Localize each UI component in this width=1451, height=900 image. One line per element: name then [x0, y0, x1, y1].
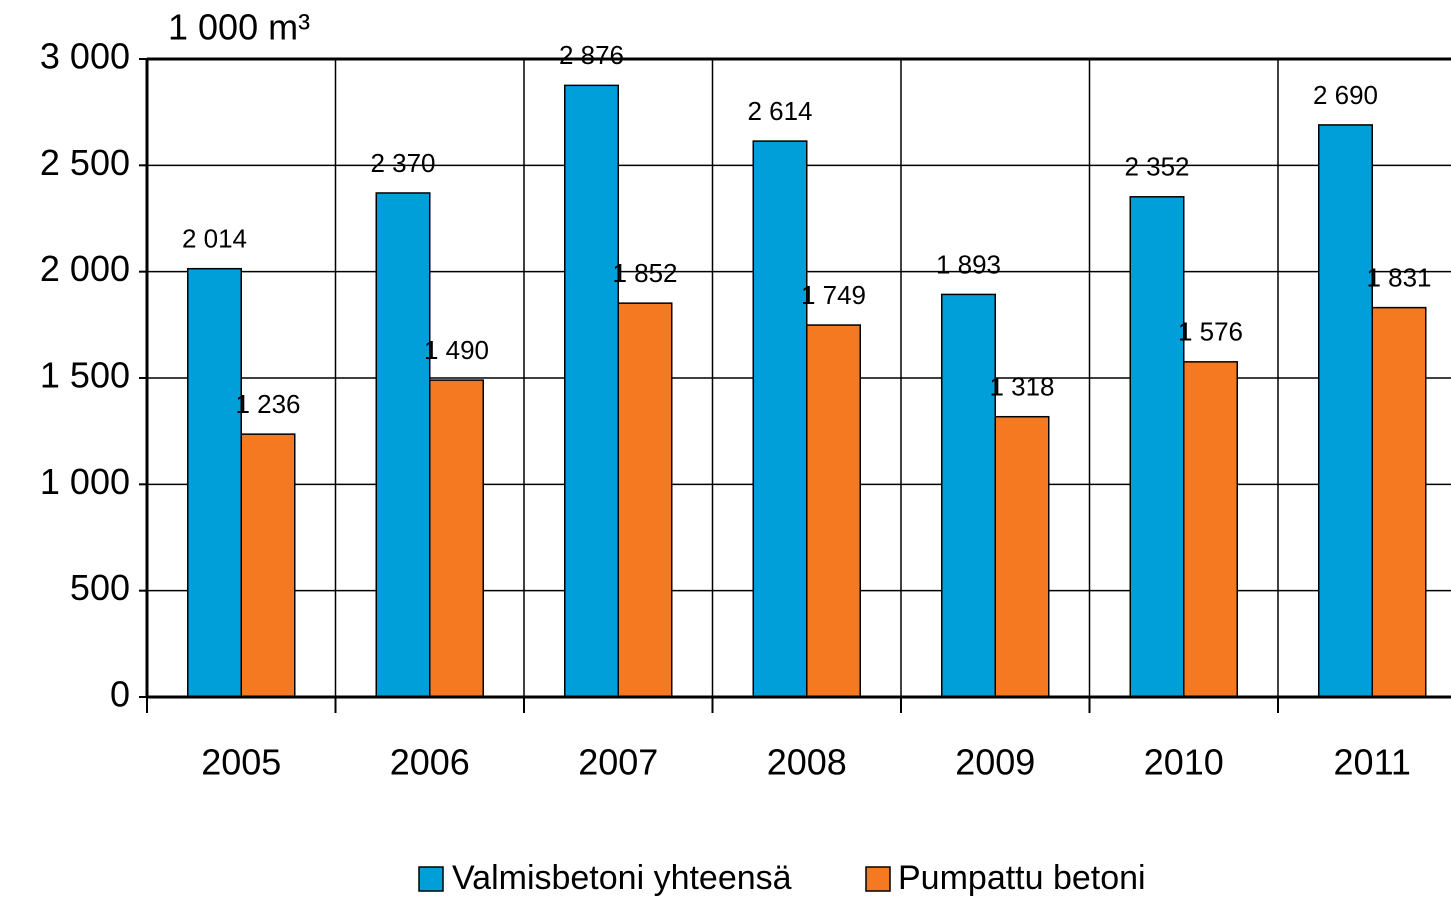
value-label: 1 852: [612, 258, 677, 288]
value-label: 1 576: [1178, 317, 1243, 347]
y-tick-label: 1 500: [40, 355, 130, 396]
value-label: 1 490: [424, 335, 489, 365]
y-axis-label: 1 000 m³: [168, 7, 310, 48]
bar: [941, 293, 996, 698]
x-tick-label: 2008: [767, 742, 847, 783]
y-tick-label: 0: [110, 674, 130, 715]
x-tick-label: 2006: [390, 742, 470, 783]
bar: [375, 192, 431, 698]
value-label: 2 614: [747, 96, 812, 126]
bar: [1318, 124, 1373, 698]
bar: [806, 324, 861, 698]
bar: [429, 379, 484, 698]
value-label: 1 893: [936, 249, 1001, 279]
y-tick-label: 2 000: [40, 248, 130, 289]
value-label: 2 352: [1124, 152, 1189, 182]
value-label: 1 831: [1366, 262, 1431, 292]
legend-label: Valmisbetoni yhteensä: [452, 859, 792, 897]
x-tick-label: 2011: [1334, 742, 1411, 783]
value-label: 2 690: [1313, 80, 1378, 110]
legend-swatch: [418, 866, 444, 892]
value-label: 2 014: [182, 224, 247, 254]
bar: [1371, 306, 1427, 698]
y-tick-label: 2 500: [40, 142, 130, 183]
y-tick-label: 1 000: [40, 461, 130, 502]
y-tick-label: 500: [70, 567, 130, 608]
bar: [187, 267, 242, 698]
value-label: 2 876: [559, 40, 624, 70]
x-tick-label: 2005: [201, 742, 281, 783]
legend-label: Pumpattu betoni: [898, 859, 1146, 897]
bar: [1183, 361, 1238, 698]
value-label: 1 749: [801, 280, 866, 310]
legend-swatch: [865, 866, 891, 892]
value-label: 1 236: [235, 389, 300, 419]
x-tick-label: 2009: [955, 742, 1035, 783]
y-tick-label: 3 000: [40, 36, 130, 77]
bar: [994, 415, 1050, 698]
bar: [1129, 196, 1185, 698]
value-label: 1 318: [989, 372, 1054, 402]
bar: [752, 140, 808, 698]
x-tick-label: 2010: [1144, 742, 1224, 783]
bar: [240, 433, 296, 698]
x-tick-label: 2007: [578, 742, 658, 783]
value-label: 2 370: [370, 148, 435, 178]
bar: [564, 84, 619, 698]
bar: [617, 302, 673, 698]
